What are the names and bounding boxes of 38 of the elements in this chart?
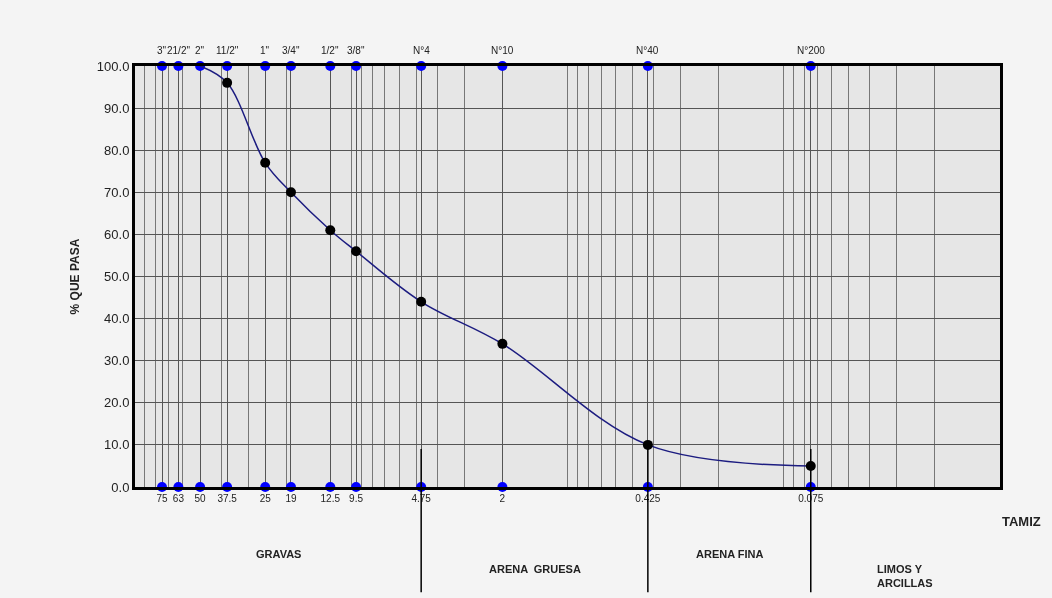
annotation: N°200 xyxy=(797,45,826,56)
y-tick-label: 50.0 xyxy=(104,269,130,285)
y-tick-label: 10.0 xyxy=(104,437,130,453)
annotation: 3" xyxy=(157,45,167,56)
x-tick-label: 63 xyxy=(172,493,185,504)
y-tick-label: 40.0 xyxy=(104,311,130,327)
x-tick-label: 25 xyxy=(259,493,272,504)
y-tick-label: 90.0 xyxy=(104,100,130,116)
annotation: 1/2" xyxy=(321,45,339,56)
y-axis-title: % QUE PASA xyxy=(68,238,83,315)
annotation: 3/4" xyxy=(282,45,300,56)
annotation: N°10 xyxy=(491,45,514,56)
annotation: 11/2" xyxy=(216,45,239,56)
x-tick-label: 75 xyxy=(156,493,169,504)
annotation: N°4 xyxy=(413,45,431,56)
x-tick-label: 9.5 xyxy=(349,493,364,504)
y-tick-label: 60.0 xyxy=(104,226,130,242)
annotation: N°40 xyxy=(636,45,659,56)
annotation: 2" xyxy=(195,45,205,56)
y-tick-label: 0.0 xyxy=(111,479,130,495)
y-tick-label: 20.0 xyxy=(104,395,130,411)
annotation: 21/2" xyxy=(167,45,191,56)
x-tick-label: 2 xyxy=(499,493,506,504)
annotation: 1" xyxy=(260,45,270,56)
text: GRAVAS xyxy=(256,548,302,560)
x-axis-title: TAMIZ xyxy=(1002,514,1041,529)
text: ARENA FINA xyxy=(696,548,764,560)
y-tick-label: 100.0 xyxy=(96,58,130,74)
x-tick-label: 12.5 xyxy=(320,493,341,504)
x-tick-label: 50 xyxy=(194,493,207,504)
y-tick-label: 70.0 xyxy=(104,184,130,200)
text: ARENA GRUESA xyxy=(489,563,581,575)
x-tick-label: 37.5 xyxy=(217,493,238,504)
annotation: 3/8" xyxy=(347,45,365,56)
x-tick-label: 19 xyxy=(285,493,297,504)
y-tick-label: 80.0 xyxy=(104,142,130,158)
text: LIMOS Y ARCILLAS xyxy=(877,563,933,590)
y-tick-label: 30.0 xyxy=(104,353,130,369)
